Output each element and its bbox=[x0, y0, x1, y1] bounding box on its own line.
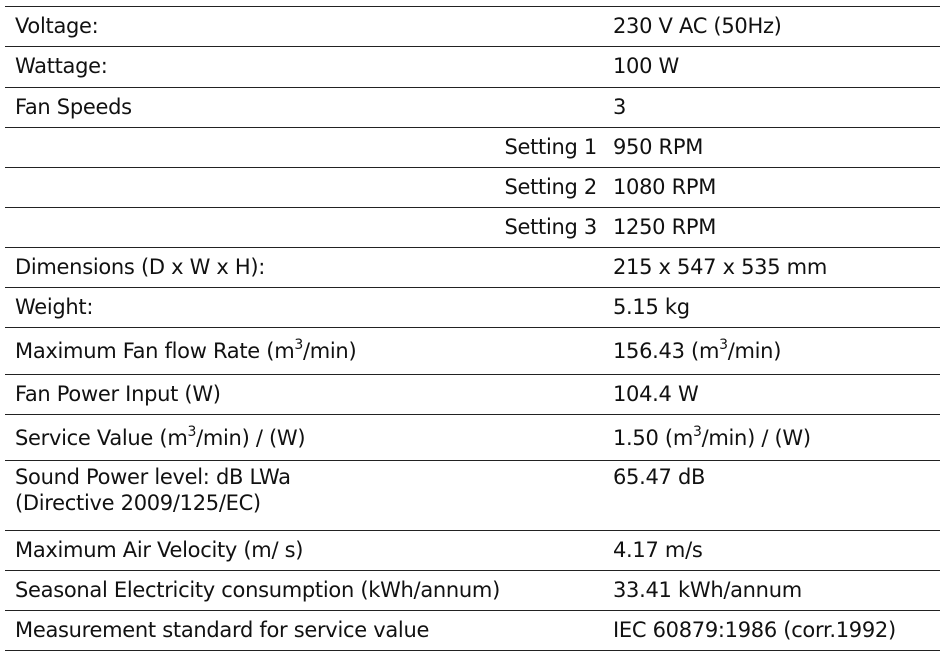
row-fan-power-input: Fan Power Input (W) 104.4 W bbox=[5, 375, 940, 415]
label: Wattage: bbox=[15, 54, 108, 78]
label: Maximum Fan flow Rate (m3/min) bbox=[15, 337, 357, 363]
value: 1.50 (m3/min) / (W) bbox=[613, 424, 811, 450]
value: 1250 RPM bbox=[613, 215, 717, 239]
value: 100 W bbox=[613, 54, 680, 78]
row-sound-power: Sound Power level: dB LWa (Directive 2009… bbox=[5, 461, 940, 531]
row-seasonal-consumption: Seasonal Electricity consumption (kWh/an… bbox=[5, 571, 940, 611]
specifications-table: Voltage: 230 V AC (50Hz) Wattage: 100 W Fa… bbox=[5, 6, 940, 651]
value: 104.4 W bbox=[613, 382, 699, 406]
value: 3 bbox=[613, 95, 627, 119]
row-service-value: Service Value (m3/min) / (W) 1.50 (m3/mi… bbox=[5, 415, 940, 461]
value: 33.41 kWh/annum bbox=[613, 578, 802, 602]
label: Weight: bbox=[15, 295, 94, 319]
row-weight: Weight: 5.15 kg bbox=[5, 288, 940, 328]
label: Seasonal Electricity consumption (kWh/an… bbox=[15, 578, 500, 602]
label: Setting 3 bbox=[504, 215, 597, 239]
value: 230 V AC (50Hz) bbox=[613, 14, 782, 38]
label: Maximum Air Velocity (m/ s) bbox=[15, 538, 304, 562]
row-max-air-velocity: Maximum Air Velocity (m/ s) 4.17 m/s bbox=[5, 531, 940, 571]
row-wattage: Wattage: 100 W bbox=[5, 47, 940, 88]
label: Sound Power level: dB LWa (Directive 2009… bbox=[15, 465, 291, 515]
row-measurement-standard: Measurement standard for service value IE… bbox=[5, 611, 940, 651]
value: 156.43 (m3/min) bbox=[613, 337, 782, 363]
value: IEC 60879:1986 (corr.1992) bbox=[613, 618, 896, 642]
row-voltage: Voltage: 230 V AC (50Hz) bbox=[5, 7, 940, 47]
value: 5.15 kg bbox=[613, 295, 690, 319]
value: 950 RPM bbox=[613, 135, 704, 159]
value: 4.17 m/s bbox=[613, 538, 703, 562]
label: Fan Speeds bbox=[15, 95, 132, 119]
row-setting-1: Setting 1 950 RPM bbox=[5, 128, 940, 168]
label: Fan Power Input (W) bbox=[15, 382, 221, 406]
row-dimensions: Dimensions (D x W x H): 215 x 547 x 535 m… bbox=[5, 248, 940, 288]
label: Setting 2 bbox=[504, 175, 597, 199]
row-fan-speeds: Fan Speeds 3 bbox=[5, 88, 940, 128]
label: Setting 1 bbox=[504, 135, 597, 159]
row-setting-3: Setting 3 1250 RPM bbox=[5, 208, 940, 248]
value: 65.47 dB bbox=[613, 465, 706, 489]
label: Measurement standard for service value bbox=[15, 618, 430, 642]
value: 215 x 547 x 535 mm bbox=[613, 255, 827, 279]
row-setting-2: Setting 2 1080 RPM bbox=[5, 168, 940, 208]
row-max-flow-rate: Maximum Fan flow Rate (m3/min) 156.43 (m… bbox=[5, 328, 940, 375]
label: Dimensions (D x W x H): bbox=[15, 255, 266, 279]
value: 1080 RPM bbox=[613, 175, 717, 199]
label: Voltage: bbox=[15, 14, 99, 38]
label: Service Value (m3/min) / (W) bbox=[15, 424, 306, 450]
